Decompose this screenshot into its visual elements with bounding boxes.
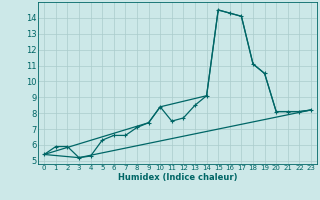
X-axis label: Humidex (Indice chaleur): Humidex (Indice chaleur) — [118, 173, 237, 182]
